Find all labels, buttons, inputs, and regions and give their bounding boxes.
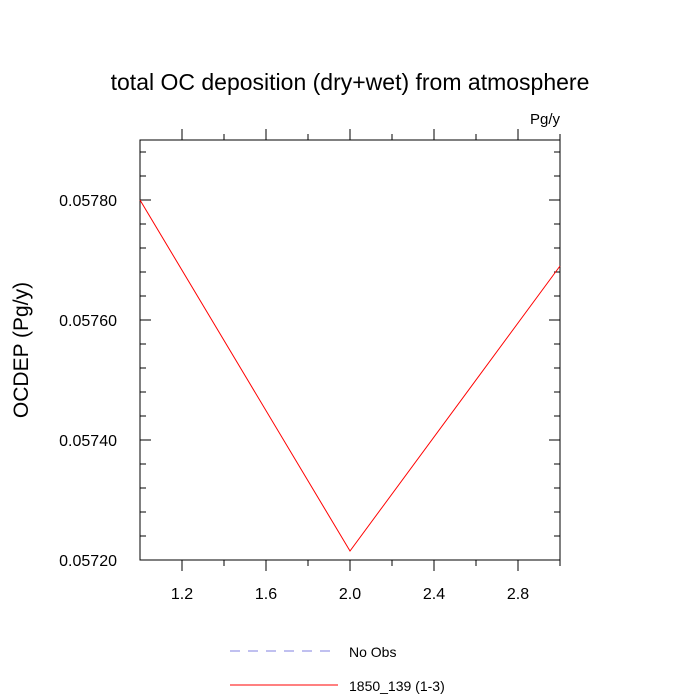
legend: No Obs 1850_139 (1-3) — [230, 644, 445, 694]
ticks-group — [140, 129, 561, 571]
x-tick-label: 1.2 — [171, 586, 193, 603]
series-line-1 — [139, 199, 561, 552]
chart-title: total OC deposition (dry+wet) from atmos… — [111, 69, 590, 95]
x-tick-label: 2.0 — [339, 586, 361, 603]
x-tick-label: 2.8 — [507, 586, 529, 603]
legend-label-1850-139: 1850_139 (1-3) — [349, 678, 445, 694]
y-axis-label: OCDEP (Pg/y) — [10, 282, 33, 418]
y-tick-label: 0.05760 — [59, 313, 117, 330]
units-label: Pg/y — [530, 111, 561, 128]
series-group — [139, 199, 561, 552]
x-tick-label: 2.4 — [423, 586, 445, 603]
plot-frame — [139, 139, 561, 561]
x-tick-label: 1.6 — [255, 586, 277, 603]
legend-label-no-obs: No Obs — [349, 644, 396, 660]
y-tick-label: 0.05780 — [59, 193, 117, 210]
y-tick-label: 0.05740 — [59, 433, 117, 450]
labels-group: 1.2 1.6 2.0 2.4 2.8 0.05720 0.05740 0.05760 0.05… — [59, 193, 529, 603]
y-tick-label: 0.05720 — [59, 553, 117, 570]
